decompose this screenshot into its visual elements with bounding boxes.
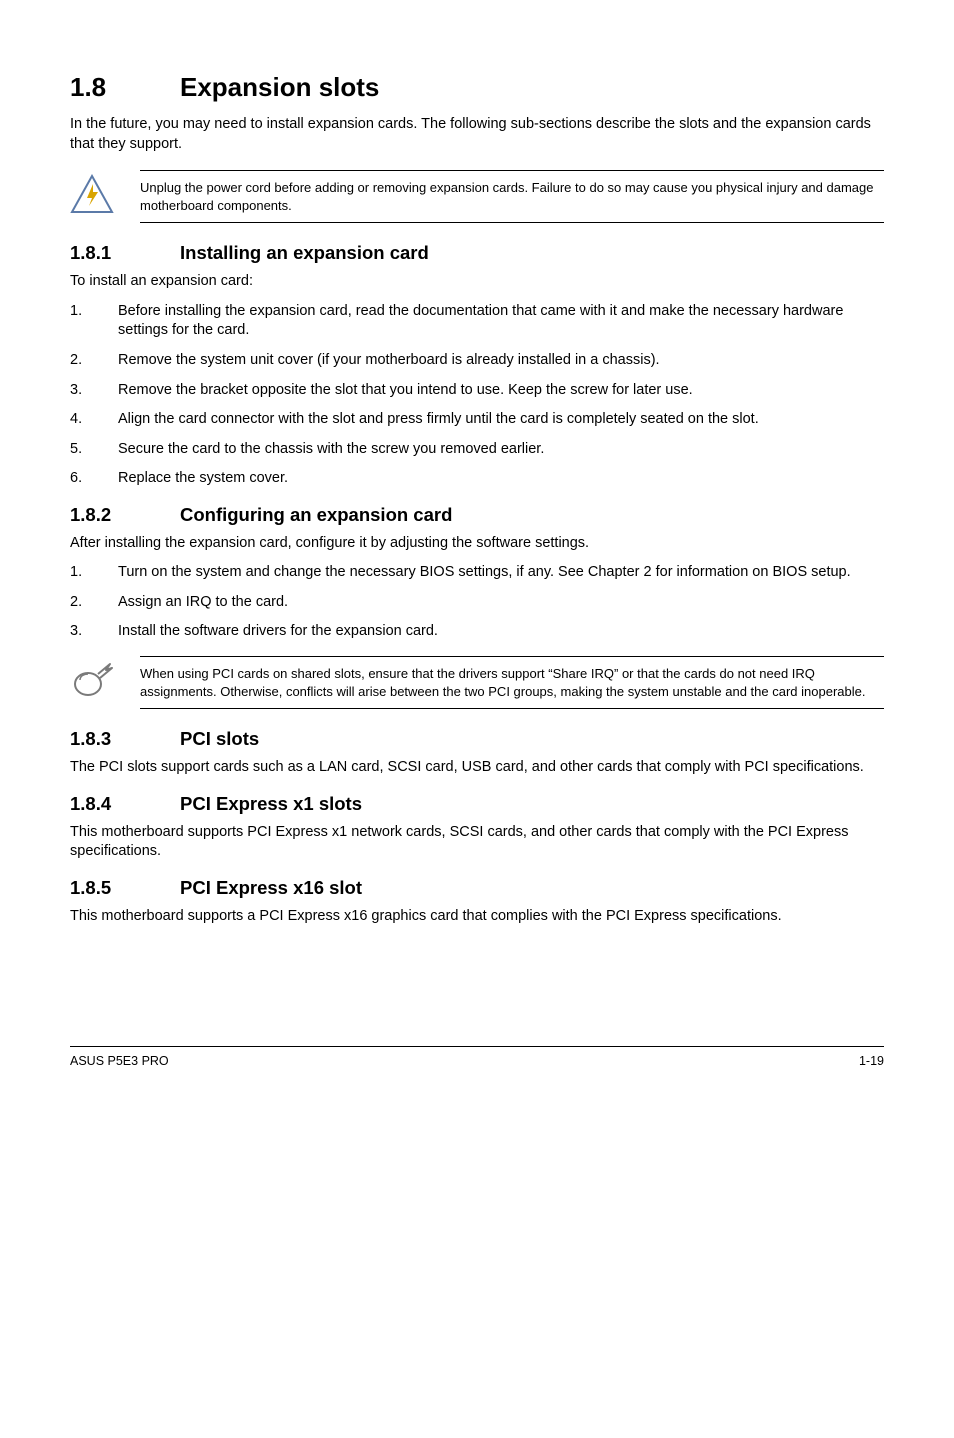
- subsection-184-number: 1.8.4: [70, 792, 180, 817]
- warning-text: Unplug the power cord before adding or r…: [140, 170, 884, 223]
- step-number: 4.: [70, 410, 118, 430]
- section-intro: In the future, you may need to install e…: [70, 115, 884, 154]
- step-text: Align the card connector with the slot a…: [118, 410, 884, 430]
- subsection-184-heading: 1.8.4PCI Express x1 slots: [70, 792, 884, 817]
- list-item: 3.Install the software drivers for the e…: [70, 622, 884, 642]
- step-number: 1.: [70, 563, 118, 583]
- step-text: Before installing the expansion card, re…: [118, 302, 884, 341]
- section-title: Expansion slots: [180, 72, 379, 102]
- step-text: Turn on the system and change the necess…: [118, 563, 884, 583]
- step-text: Install the software drivers for the exp…: [118, 622, 884, 642]
- list-item: 6.Replace the system cover.: [70, 469, 884, 489]
- footer-left: ASUS P5E3 PRO: [70, 1053, 169, 1070]
- subsection-185-number: 1.8.5: [70, 876, 180, 901]
- subsection-181-lead: To install an expansion card:: [70, 272, 884, 292]
- step-number: 6.: [70, 469, 118, 489]
- step-number: 2.: [70, 351, 118, 371]
- step-text: Remove the bracket opposite the slot tha…: [118, 381, 884, 401]
- list-item: 4.Align the card connector with the slot…: [70, 410, 884, 430]
- subsection-181-number: 1.8.1: [70, 241, 180, 266]
- subsection-182-steps: 1.Turn on the system and change the nece…: [70, 563, 884, 642]
- subsection-181-steps: 1.Before installing the expansion card, …: [70, 302, 884, 489]
- step-number: 1.: [70, 302, 118, 341]
- step-text: Assign an IRQ to the card.: [118, 593, 884, 613]
- list-item: 5.Secure the card to the chassis with th…: [70, 440, 884, 460]
- note-callout: When using PCI cards on shared slots, en…: [70, 656, 884, 709]
- footer-right: 1-19: [859, 1053, 884, 1070]
- step-number: 5.: [70, 440, 118, 460]
- step-number: 2.: [70, 593, 118, 613]
- subsection-183-title: PCI slots: [180, 728, 259, 749]
- subsection-185-body: This motherboard supports a PCI Express …: [70, 907, 884, 927]
- list-item: 1.Turn on the system and change the nece…: [70, 563, 884, 583]
- section-number: 1.8: [70, 70, 180, 105]
- subsection-183-heading: 1.8.3PCI slots: [70, 727, 884, 752]
- page-footer: ASUS P5E3 PRO 1-19: [70, 1046, 884, 1070]
- subsection-184-body: This motherboard supports PCI Express x1…: [70, 823, 884, 862]
- subsection-182-number: 1.8.2: [70, 503, 180, 528]
- step-text: Replace the system cover.: [118, 469, 884, 489]
- subsection-182-title: Configuring an expansion card: [180, 504, 452, 525]
- step-number: 3.: [70, 381, 118, 401]
- subsection-183-number: 1.8.3: [70, 727, 180, 752]
- subsection-183-body: The PCI slots support cards such as a LA…: [70, 758, 884, 778]
- subsection-182-heading: 1.8.2Configuring an expansion card: [70, 503, 884, 528]
- step-number: 3.: [70, 622, 118, 642]
- list-item: 1.Before installing the expansion card, …: [70, 302, 884, 341]
- subsection-184-title: PCI Express x1 slots: [180, 793, 362, 814]
- subsection-182-lead: After installing the expansion card, con…: [70, 534, 884, 554]
- step-text: Remove the system unit cover (if your mo…: [118, 351, 884, 371]
- section-heading: 1.8Expansion slots: [70, 70, 884, 105]
- subsection-181-title: Installing an expansion card: [180, 242, 429, 263]
- subsection-185-title: PCI Express x16 slot: [180, 877, 362, 898]
- step-text: Secure the card to the chassis with the …: [118, 440, 884, 460]
- list-item: 2.Assign an IRQ to the card.: [70, 593, 884, 613]
- list-item: 2.Remove the system unit cover (if your …: [70, 351, 884, 371]
- subsection-185-heading: 1.8.5PCI Express x16 slot: [70, 876, 884, 901]
- note-icon: [70, 656, 140, 700]
- list-item: 3.Remove the bracket opposite the slot t…: [70, 381, 884, 401]
- note-text: When using PCI cards on shared slots, en…: [140, 656, 884, 709]
- warning-callout: Unplug the power cord before adding or r…: [70, 170, 884, 223]
- subsection-181-heading: 1.8.1Installing an expansion card: [70, 241, 884, 266]
- warning-icon: [70, 170, 140, 214]
